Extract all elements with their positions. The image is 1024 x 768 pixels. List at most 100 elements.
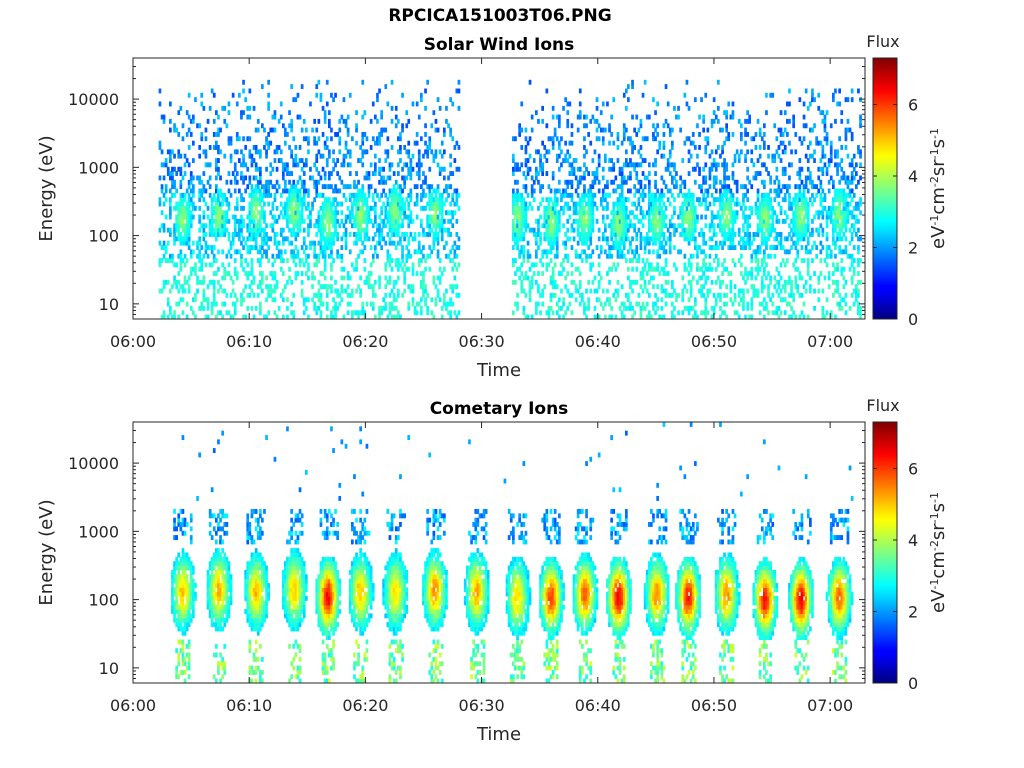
heatmap-cell xyxy=(777,153,781,159)
heatmap-cell xyxy=(235,101,239,107)
heatmap-cell xyxy=(279,292,283,298)
heatmap-cell xyxy=(319,214,323,220)
heatmap-cell xyxy=(618,232,622,237)
heatmap-cell xyxy=(261,240,264,246)
heatmap-cell xyxy=(361,210,365,216)
heatmap-cell xyxy=(648,262,651,268)
heatmap-cell xyxy=(677,310,680,316)
heatmap-cell xyxy=(658,201,662,207)
heatmap-cell xyxy=(827,214,831,220)
heatmap-cell xyxy=(591,227,595,233)
heatmap-cell xyxy=(537,271,540,276)
heatmap-cell xyxy=(388,205,392,211)
heatmap-cell xyxy=(357,214,360,220)
heatmap-cell xyxy=(273,258,277,263)
heatmap-cell xyxy=(344,240,348,246)
heatmap-cell xyxy=(689,266,693,272)
heatmap-cell xyxy=(187,227,191,233)
heatmap-cell xyxy=(566,305,570,311)
heatmap-cell xyxy=(758,214,762,220)
heatmap-cell xyxy=(179,253,183,259)
heatmap-cell xyxy=(294,232,298,237)
heatmap-cell xyxy=(451,266,455,272)
heatmap-cell xyxy=(829,218,833,224)
heatmap-cell xyxy=(298,210,302,216)
heatmap-cell xyxy=(227,218,231,224)
heatmap-cell xyxy=(369,284,373,290)
heatmap-cell xyxy=(288,179,291,185)
heatmap-cell xyxy=(798,314,802,320)
heatmap-cell xyxy=(319,301,323,307)
heatmap-cell xyxy=(744,214,747,220)
heatmap-cell xyxy=(516,197,519,203)
heatmap-cell xyxy=(512,245,515,250)
heatmap-cell xyxy=(750,258,754,263)
heatmap-cell xyxy=(296,192,300,198)
heatmap-cell xyxy=(277,305,281,311)
heatmap-cell xyxy=(832,236,835,242)
heatmap-cell xyxy=(806,210,810,216)
heatmap-cell xyxy=(194,266,197,272)
heatmap-cell xyxy=(233,227,237,233)
heatmap-cell xyxy=(714,166,718,172)
heatmap-cell xyxy=(246,223,250,229)
heatmap-cell xyxy=(806,218,810,224)
heatmap-cell xyxy=(235,197,239,203)
heatmap-cell xyxy=(169,232,172,237)
heatmap-cell xyxy=(564,201,567,207)
heatmap-cell xyxy=(641,275,645,281)
heatmap-cell xyxy=(384,292,388,298)
heatmap-cell xyxy=(342,288,346,294)
heatmap-cell xyxy=(578,232,582,237)
heatmap-cell xyxy=(834,214,837,220)
heatmap-cell xyxy=(309,223,312,229)
heatmap-cell xyxy=(769,275,772,281)
heatmap-cell xyxy=(438,279,442,285)
heatmap-cell xyxy=(574,266,578,272)
heatmap-cell xyxy=(587,236,590,242)
heatmap-cell xyxy=(351,192,354,198)
heatmap-cell xyxy=(658,218,662,224)
heatmap-cell xyxy=(641,271,645,276)
heatmap-cell xyxy=(344,140,348,146)
heatmap-cell xyxy=(202,288,206,294)
heatmap-cell xyxy=(618,253,622,259)
heatmap-cell xyxy=(217,149,220,155)
heatmap-cell xyxy=(321,249,325,255)
heatmap-cell xyxy=(376,240,379,246)
heatmap-cell xyxy=(520,232,524,237)
heatmap-cell xyxy=(553,192,557,198)
heatmap-cell xyxy=(192,158,195,163)
heatmap-cell xyxy=(585,314,588,320)
heatmap-cell xyxy=(330,275,333,281)
heatmap-cell xyxy=(781,171,785,176)
heatmap-cell xyxy=(202,184,206,190)
heatmap-cell xyxy=(664,271,668,276)
heatmap-cell xyxy=(568,153,572,159)
heatmap-cell xyxy=(307,297,310,303)
heatmap-cell xyxy=(212,92,216,98)
heatmap-cell xyxy=(545,223,549,229)
heatmap-cell xyxy=(539,236,542,242)
heatmap-cell xyxy=(384,158,388,163)
heatmap-cell xyxy=(173,179,176,185)
heatmap-cell xyxy=(275,314,279,320)
heatmap-cell xyxy=(704,92,708,98)
heatmap-cell xyxy=(294,236,298,242)
heatmap-cell xyxy=(599,245,603,250)
heatmap-cell xyxy=(683,140,687,146)
heatmap-cell xyxy=(547,314,551,320)
heatmap-cell xyxy=(627,266,630,272)
heatmap-cell xyxy=(802,223,806,229)
heatmap-cell xyxy=(321,184,325,190)
heatmap-cell xyxy=(394,205,398,211)
heatmap-cell xyxy=(798,97,802,103)
heatmap-cell xyxy=(206,297,210,303)
heatmap-cell xyxy=(706,192,710,198)
heatmap-cell xyxy=(246,184,250,190)
heatmap-cell xyxy=(451,214,455,220)
heatmap-cell xyxy=(708,175,712,181)
heatmap-cell xyxy=(330,288,333,294)
heatmap-cell xyxy=(806,262,810,268)
heatmap-cell xyxy=(409,192,413,198)
